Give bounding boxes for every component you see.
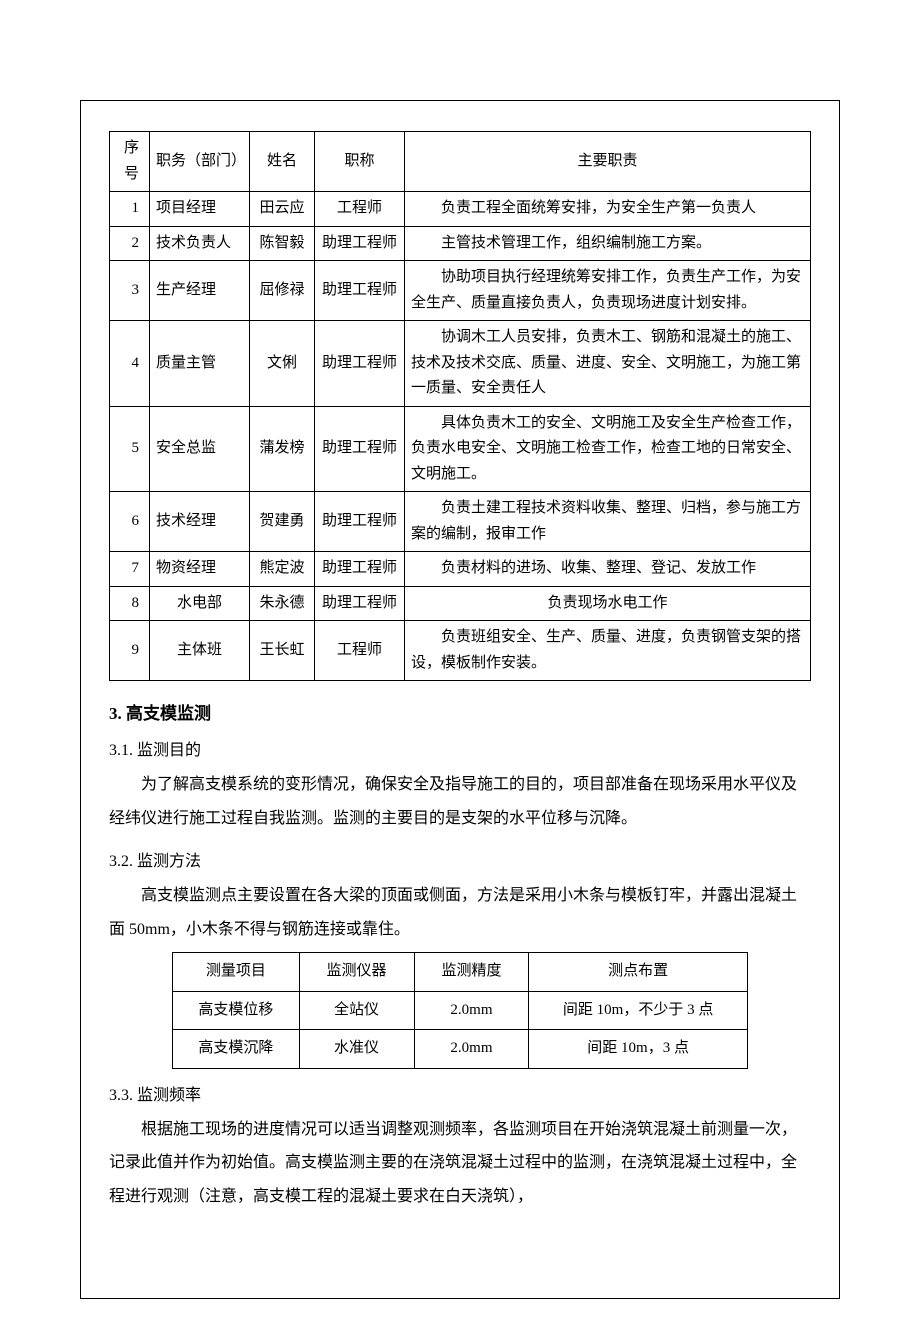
cell-seq: 8 [110, 586, 150, 621]
cell-dept: 安全总监 [150, 406, 250, 492]
cell-name: 田云应 [250, 192, 315, 227]
cell-duty: 具体负责木工的安全、文明施工及安全生产检查工作，负责水电安全、文明施工检查工作，… [405, 406, 811, 492]
table-row: 4质量主管文俐助理工程师协调木工人员安排，负责木工、钢筋和混凝土的施工、技术及技… [110, 321, 811, 407]
cell-duty: 负责班组安全、生产、质量、进度，负责钢管支架的搭设，模板制作安装。 [405, 621, 811, 681]
table-row: 6技术经理贺建勇助理工程师负责土建工程技术资料收集、整理、归档，参与施工方案的编… [110, 492, 811, 552]
cell-name: 屈修禄 [250, 261, 315, 321]
cell-duty: 协助项目执行经理统筹安排工作，负责生产工作，为安全生产、质量直接负责人，负责现场… [405, 261, 811, 321]
cell-seq: 6 [110, 492, 150, 552]
cell-dept: 水电部 [150, 586, 250, 621]
table-header-row: 测量项目 监测仪器 监测精度 测点布置 [173, 953, 748, 992]
cell-title: 助理工程师 [315, 261, 405, 321]
cell-dept: 质量主管 [150, 321, 250, 407]
cell-seq: 3 [110, 261, 150, 321]
cell-dept: 生产经理 [150, 261, 250, 321]
section-3-1-para: 为了解高支模系统的变形情况，确保安全及指导施工的目的，项目部准备在现场采用水平仪… [109, 768, 811, 835]
cell-duty: 负责现场水电工作 [405, 586, 811, 621]
cell-name: 陈智毅 [250, 226, 315, 261]
page-frame: 序号 职务（部门） 姓名 职称 主要职责 1项目经理田云应工程师负责工程全面统筹… [80, 100, 840, 1299]
cell-c1: 高支模位移 [173, 991, 299, 1030]
section-3-2-heading: 3.2. 监测方法 [109, 847, 811, 871]
table-row: 5安全总监蒲发榜助理工程师具体负责木工的安全、文明施工及安全生产检查工作，负责水… [110, 406, 811, 492]
cell-name: 蒲发榜 [250, 406, 315, 492]
section-3-heading: 3. 高支模监测 [109, 699, 811, 724]
section-3-3-para: 根据施工现场的进度情况可以适当调整观测频率，各监测项目在开始浇筑混凝土前测量一次… [109, 1113, 811, 1214]
cell-c2: 水准仪 [299, 1030, 414, 1069]
cell-title: 工程师 [315, 621, 405, 681]
cell-dept: 技术经理 [150, 492, 250, 552]
cell-duty: 负责土建工程技术资料收集、整理、归档，参与施工方案的编制，报审工作 [405, 492, 811, 552]
cell-c2: 全站仪 [299, 991, 414, 1030]
cell-title: 助理工程师 [315, 406, 405, 492]
cell-title: 工程师 [315, 192, 405, 227]
cell-name: 熊定波 [250, 552, 315, 587]
table-row: 3生产经理屈修禄助理工程师协助项目执行经理统筹安排工作，负责生产工作，为安全生产… [110, 261, 811, 321]
cell-dept: 物资经理 [150, 552, 250, 587]
cell-name: 王长虹 [250, 621, 315, 681]
table-row: 7物资经理熊定波助理工程师负责材料的进场、收集、整理、登记、发放工作 [110, 552, 811, 587]
cell-name: 朱永德 [250, 586, 315, 621]
cell-c4: 间距 10m，3 点 [529, 1030, 747, 1069]
table-row: 高支模位移全站仪2.0mm间距 10m，不少于 3 点 [173, 991, 748, 1030]
cell-seq: 2 [110, 226, 150, 261]
cell-title: 助理工程师 [315, 492, 405, 552]
table-row: 8水电部朱永德助理工程师负责现场水电工作 [110, 586, 811, 621]
cell-duty: 主管技术管理工作，组织编制施工方案。 [405, 226, 811, 261]
th-seq: 序号 [110, 132, 150, 192]
section-3-2-para: 高支模监测点主要设置在各大梁的顶面或侧面，方法是采用小木条与模板钉牢，并露出混凝… [109, 879, 811, 946]
table-header-row: 序号 职务（部门） 姓名 职称 主要职责 [110, 132, 811, 192]
cell-dept: 主体班 [150, 621, 250, 681]
cell-title: 助理工程师 [315, 586, 405, 621]
cell-seq: 1 [110, 192, 150, 227]
section-3-1-heading: 3.1. 监测目的 [109, 736, 811, 760]
cell-c1: 高支模沉降 [173, 1030, 299, 1069]
monitoring-table: 测量项目 监测仪器 监测精度 测点布置 高支模位移全站仪2.0mm间距 10m，… [172, 952, 748, 1069]
personnel-table: 序号 职务（部门） 姓名 职称 主要职责 1项目经理田云应工程师负责工程全面统筹… [109, 131, 811, 681]
th-title: 职称 [315, 132, 405, 192]
cell-seq: 4 [110, 321, 150, 407]
th-dept: 职务（部门） [150, 132, 250, 192]
cell-c4: 间距 10m，不少于 3 点 [529, 991, 747, 1030]
cell-name: 文俐 [250, 321, 315, 407]
cell-title: 助理工程师 [315, 552, 405, 587]
cell-duty: 负责材料的进场、收集、整理、登记、发放工作 [405, 552, 811, 587]
th-name: 姓名 [250, 132, 315, 192]
cell-duty: 负责工程全面统筹安排，为安全生产第一负责人 [405, 192, 811, 227]
section-3-3-heading: 3.3. 监测频率 [109, 1081, 811, 1105]
th-duty: 主要职责 [405, 132, 811, 192]
table-row: 1项目经理田云应工程师负责工程全面统筹安排，为安全生产第一负责人 [110, 192, 811, 227]
th-precision: 监测精度 [414, 953, 529, 992]
table-row: 9主体班王长虹工程师负责班组安全、生产、质量、进度，负责钢管支架的搭设，模板制作… [110, 621, 811, 681]
cell-dept: 项目经理 [150, 192, 250, 227]
cell-name: 贺建勇 [250, 492, 315, 552]
cell-c3: 2.0mm [414, 991, 529, 1030]
th-instrument: 监测仪器 [299, 953, 414, 992]
cell-c3: 2.0mm [414, 1030, 529, 1069]
th-measure-item: 测量项目 [173, 953, 299, 992]
table-row: 高支模沉降水准仪2.0mm间距 10m，3 点 [173, 1030, 748, 1069]
table-row: 2技术负责人陈智毅助理工程师主管技术管理工作，组织编制施工方案。 [110, 226, 811, 261]
cell-seq: 5 [110, 406, 150, 492]
cell-title: 助理工程师 [315, 226, 405, 261]
cell-duty: 协调木工人员安排，负责木工、钢筋和混凝土的施工、技术及技术交底、质量、进度、安全… [405, 321, 811, 407]
cell-title: 助理工程师 [315, 321, 405, 407]
cell-seq: 9 [110, 621, 150, 681]
cell-seq: 7 [110, 552, 150, 587]
cell-dept: 技术负责人 [150, 226, 250, 261]
th-point-arrangement: 测点布置 [529, 953, 747, 992]
